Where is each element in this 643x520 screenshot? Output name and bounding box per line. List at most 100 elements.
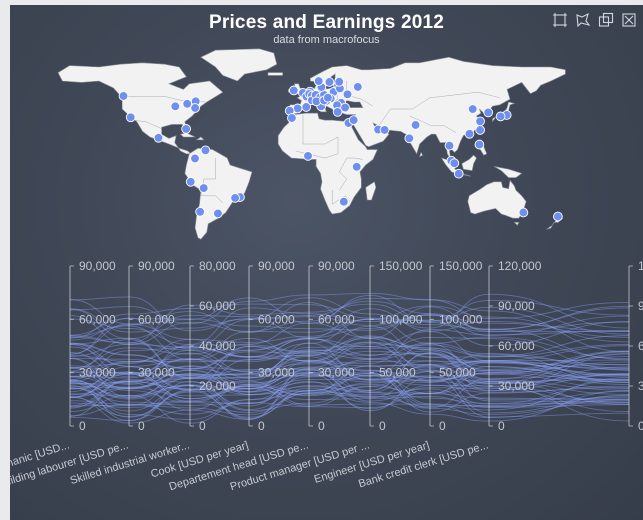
tick-label: 90,000 bbox=[638, 299, 643, 313]
city-point[interactable] bbox=[313, 76, 324, 86]
city-point[interactable] bbox=[118, 91, 129, 101]
tick-label: 90,000 bbox=[498, 299, 535, 313]
city-point[interactable] bbox=[198, 183, 209, 193]
city-point[interactable] bbox=[464, 128, 475, 139]
country-border-3 bbox=[295, 114, 339, 159]
city-point[interactable] bbox=[190, 103, 200, 113]
tick-label: 120,000 bbox=[498, 259, 542, 273]
city-point[interactable] bbox=[332, 107, 343, 117]
city-point[interactable] bbox=[190, 153, 200, 164]
country-border-6 bbox=[375, 91, 500, 131]
city-point[interactable] bbox=[170, 101, 181, 112]
tick-label: 0 bbox=[138, 419, 145, 433]
city-point[interactable] bbox=[352, 82, 363, 92]
tick-label: 0 bbox=[318, 419, 325, 433]
city-point[interactable] bbox=[404, 133, 415, 144]
city-points[interactable] bbox=[118, 75, 563, 222]
city-point[interactable] bbox=[323, 92, 333, 103]
city-point[interactable] bbox=[324, 77, 335, 87]
city-point[interactable] bbox=[467, 104, 478, 114]
rect-select-icon[interactable] bbox=[552, 12, 568, 28]
city-point[interactable] bbox=[181, 124, 191, 134]
country-border-7 bbox=[409, 115, 457, 133]
tick-label: 0 bbox=[199, 419, 206, 433]
tick-label: 0 bbox=[638, 419, 643, 433]
series-line[interactable] bbox=[69, 352, 630, 395]
city-point[interactable] bbox=[185, 176, 196, 187]
city-point[interactable] bbox=[340, 102, 350, 113]
city-point[interactable] bbox=[444, 140, 455, 151]
series-line[interactable] bbox=[69, 375, 630, 418]
city-point[interactable] bbox=[553, 211, 563, 222]
city-point[interactable] bbox=[518, 207, 529, 218]
city-point[interactable] bbox=[453, 168, 464, 179]
city-point[interactable] bbox=[195, 206, 205, 217]
series-line[interactable] bbox=[69, 301, 630, 341]
city-point[interactable] bbox=[213, 208, 223, 219]
tick-label: 60,000 bbox=[79, 312, 116, 326]
world-map[interactable] bbox=[57, 48, 566, 240]
keep-selection-icon[interactable] bbox=[598, 12, 614, 28]
city-point[interactable] bbox=[410, 120, 421, 130]
land-region-15 bbox=[493, 166, 523, 178]
land-region-5 bbox=[365, 181, 377, 201]
tick-label: 30,000 bbox=[498, 379, 535, 393]
city-point[interactable] bbox=[351, 161, 362, 172]
land-region-20 bbox=[179, 132, 196, 138]
city-point[interactable] bbox=[348, 115, 359, 125]
tick-label: 30,000 bbox=[638, 379, 643, 393]
axis-name-labels: Automobile mechanic [USD...Building labo… bbox=[10, 439, 490, 493]
tick-label: 100,000 bbox=[379, 312, 423, 326]
city-point[interactable] bbox=[182, 98, 193, 109]
city-point[interactable] bbox=[301, 102, 312, 112]
city-point[interactable] bbox=[449, 158, 460, 169]
city-point[interactable] bbox=[153, 132, 164, 143]
tick-label: 150,000 bbox=[439, 259, 483, 273]
tick-label: 0 bbox=[258, 419, 265, 433]
tick-label: 60,000 bbox=[138, 312, 175, 326]
tick-label: 0 bbox=[439, 419, 446, 433]
city-point[interactable] bbox=[475, 116, 485, 127]
city-point[interactable] bbox=[338, 196, 349, 207]
city-point[interactable] bbox=[230, 193, 240, 203]
city-point[interactable] bbox=[379, 125, 390, 135]
land-region-14 bbox=[461, 154, 477, 171]
land-region-1 bbox=[200, 48, 278, 82]
city-point[interactable] bbox=[292, 103, 303, 114]
series-line[interactable] bbox=[69, 356, 630, 408]
land-region-7 bbox=[513, 222, 520, 226]
lasso-select-icon[interactable] bbox=[575, 12, 591, 28]
series-line[interactable] bbox=[69, 369, 630, 400]
tick-label: 60,000 bbox=[638, 339, 643, 353]
land-region-21 bbox=[195, 136, 205, 141]
tick-label: 90,000 bbox=[318, 259, 355, 273]
chart-panel: 0 30,000 60,000 90,000 0 30,000 60,000 90,000 0 2… bbox=[10, 5, 643, 520]
city-point[interactable] bbox=[334, 76, 345, 87]
city-point[interactable] bbox=[200, 145, 211, 156]
tick-label: 60,000 bbox=[318, 312, 355, 326]
city-point[interactable] bbox=[125, 112, 136, 123]
tick-label: 30,000 bbox=[318, 366, 355, 380]
city-point[interactable] bbox=[342, 89, 353, 100]
tick-label: 50,000 bbox=[439, 366, 476, 380]
city-point[interactable] bbox=[287, 113, 297, 123]
city-point[interactable] bbox=[483, 107, 494, 118]
tick-label: 30,000 bbox=[138, 366, 175, 380]
toolbox bbox=[552, 12, 637, 28]
tick-label: 90,000 bbox=[138, 259, 175, 273]
tick-label: 40,000 bbox=[199, 339, 236, 353]
tick-label: 0 bbox=[498, 419, 505, 433]
tick-label: 60,000 bbox=[498, 339, 535, 353]
city-point[interactable] bbox=[303, 151, 313, 161]
tick-label: 60,000 bbox=[199, 299, 236, 313]
city-point[interactable] bbox=[288, 85, 299, 96]
city-point[interactable] bbox=[495, 111, 506, 122]
country-border-8 bbox=[346, 81, 374, 107]
clear-selection-icon[interactable] bbox=[621, 12, 637, 28]
land-region-10 bbox=[267, 72, 283, 76]
city-point[interactable] bbox=[474, 139, 485, 150]
tick-label: 90,000 bbox=[258, 259, 295, 273]
city-point[interactable] bbox=[475, 125, 485, 135]
chart-title: Prices and Earnings 2012 bbox=[208, 12, 445, 33]
tick-label: 100,000 bbox=[439, 312, 483, 326]
